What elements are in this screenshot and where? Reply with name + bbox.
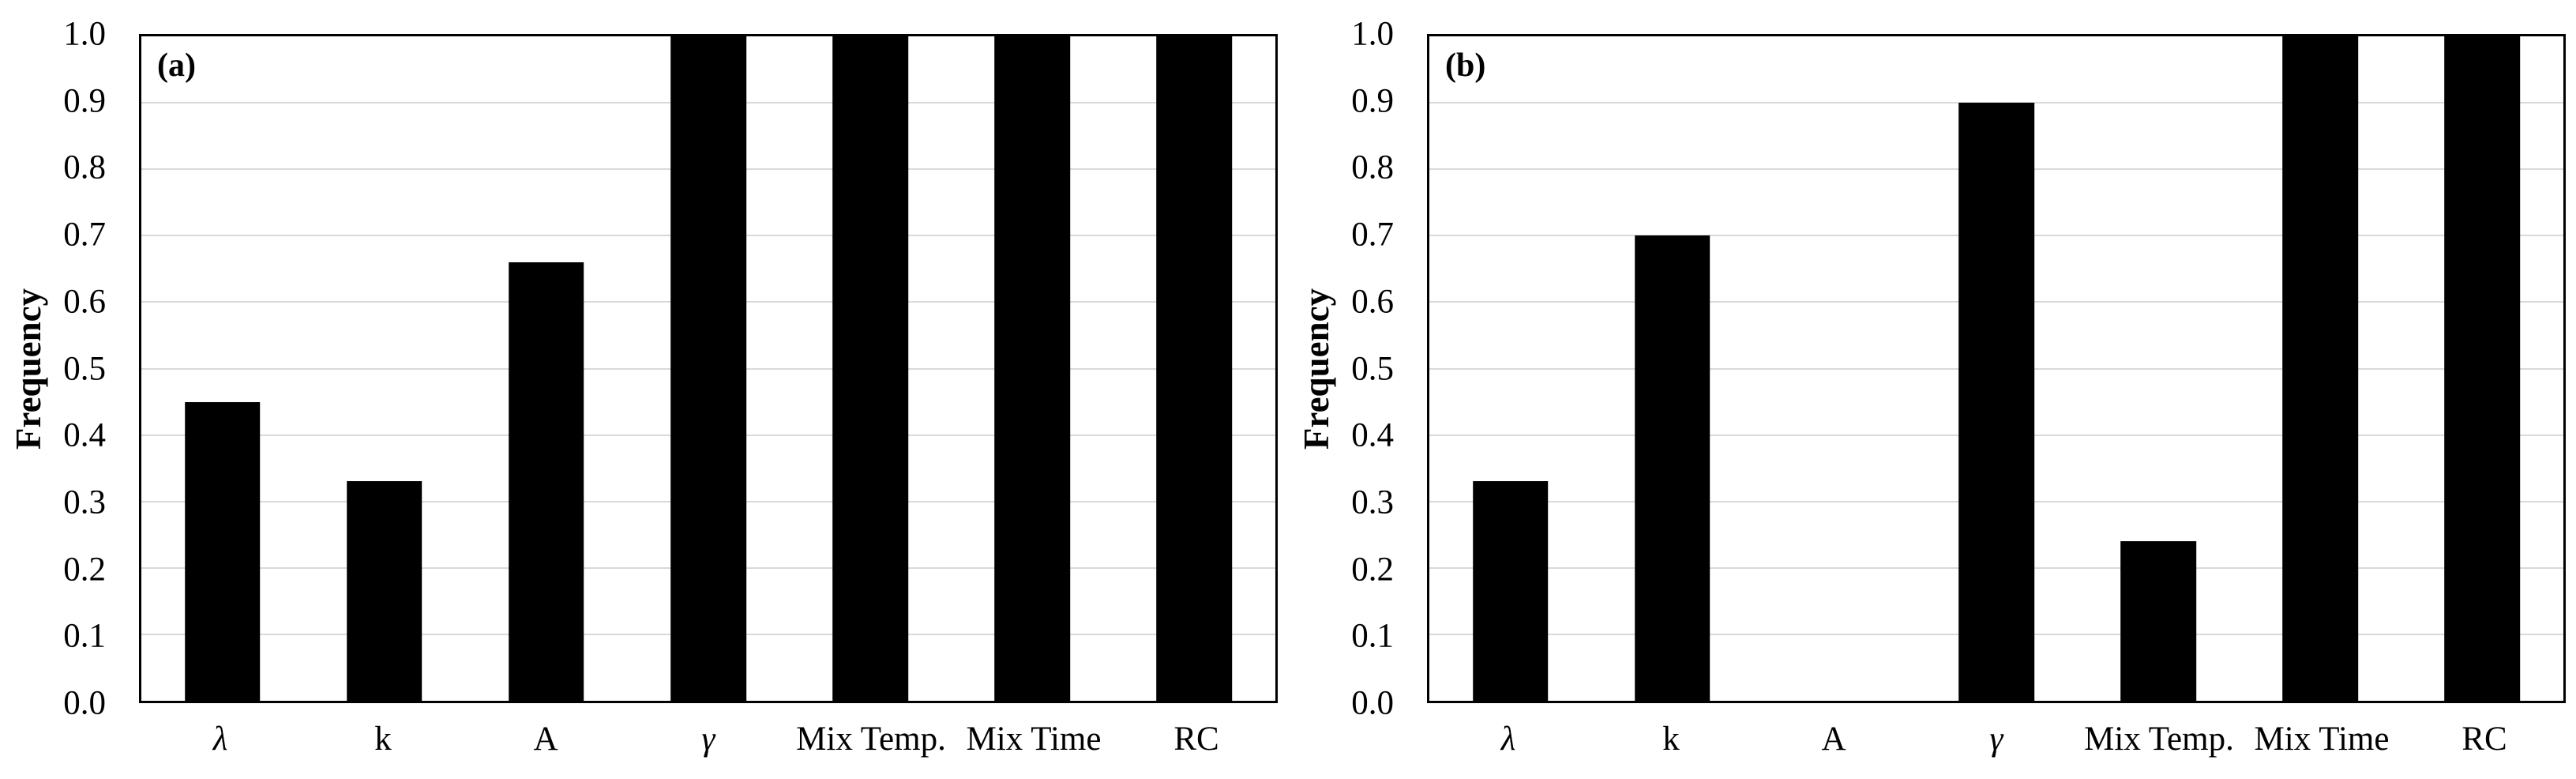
bar-Mix Time (994, 36, 1071, 701)
gridline (1429, 102, 2563, 104)
y-tick-label: 0.3 (1351, 484, 1394, 521)
y-tick-label: 0.6 (1351, 283, 1394, 321)
y-axis-tick-labels: 1.0 0.9 0.8 0.7 0.6 0.5 0.4 0.3 0.2 0.1 0.0 (1288, 17, 1394, 721)
chart-panel-b: Frequency 1.0 0.9 0.8 0.7 0.6 0.5 0.4 0.3 0.2 0.1… (1288, 0, 2576, 779)
bar-A (509, 262, 584, 701)
x-category-label: Mix Temp. (2084, 721, 2234, 758)
bar-RC (1156, 36, 1233, 701)
x-category-label: A (1821, 721, 1846, 758)
y-tick-label: 0.4 (1351, 416, 1394, 454)
bars-layer (1429, 36, 2563, 701)
y-tick-label: 0.0 (1351, 684, 1394, 722)
x-category-label: λ (212, 721, 228, 758)
bar-k (346, 481, 422, 701)
bar-slot (303, 36, 465, 701)
y-tick-label: 0.9 (1351, 82, 1394, 120)
bar-slot (2401, 36, 2563, 701)
bar-γ (670, 36, 746, 701)
y-tick-label: 0.7 (63, 216, 106, 254)
panel-label: (a) (157, 47, 196, 84)
x-category-label: λ (1500, 721, 1516, 758)
y-tick-label: 0.1 (1351, 617, 1394, 655)
x-category-label: Mix Temp. (796, 721, 946, 758)
chart-panel-a: Frequency 1.0 0.9 0.8 0.7 0.6 0.5 0.4 0.3 0.2 0.1… (0, 17, 1278, 758)
bar-slot (141, 36, 303, 701)
bar-slot (1429, 36, 1591, 701)
bar-Mix Temp. (2120, 541, 2196, 701)
bar-λ (1472, 481, 1549, 701)
bar-slot (790, 36, 952, 701)
x-category-label: γ (1989, 721, 2003, 758)
bar-slot (2078, 36, 2240, 701)
y-tick-label: 0.8 (63, 149, 106, 186)
bar-λ (184, 401, 261, 701)
panel-label: (b) (1445, 47, 1486, 84)
x-category-label: k (1662, 721, 1680, 758)
bar-Mix Time (2282, 36, 2359, 701)
y-tick-label: 0.2 (63, 551, 106, 589)
y-tick-label: 1.0 (1351, 15, 1394, 53)
x-category-label: k (374, 721, 392, 758)
y-tick-label: 0.5 (63, 350, 106, 387)
y-tick-label: 0.8 (1351, 149, 1394, 186)
bar-Mix Temp. (832, 36, 908, 701)
bar-slot (1113, 36, 1275, 701)
bar-slot (465, 36, 627, 701)
y-tick-label: 0.7 (1351, 216, 1394, 254)
y-tick-label: 0.1 (63, 617, 106, 655)
bar-slot (1591, 36, 1753, 701)
bar-slot (952, 36, 1113, 701)
bars-layer (141, 36, 1275, 701)
bar-slot (1753, 36, 1915, 701)
x-category-label: RC (1173, 721, 1219, 758)
bar-γ (1958, 103, 2034, 701)
y-tick-label: 0.5 (1351, 350, 1394, 387)
x-category-label: RC (2461, 721, 2507, 758)
bar-k (1634, 235, 1710, 701)
y-tick-label: 0.6 (63, 283, 106, 321)
bar-slot (2240, 36, 2401, 701)
y-tick-label: 1.0 (63, 15, 106, 53)
y-tick-label: 0.4 (63, 416, 106, 454)
bar-slot (1915, 36, 2077, 701)
x-category-label: A (533, 721, 558, 758)
x-category-label: γ (701, 721, 715, 758)
x-category-label: Mix Time (966, 721, 1102, 758)
y-tick-label: 0.2 (1351, 551, 1394, 589)
y-axis-tick-labels: 1.0 0.9 0.8 0.7 0.6 0.5 0.4 0.3 0.2 0.1 0.0 (0, 17, 106, 721)
plot-area: (a) (139, 34, 1278, 703)
bar-slot (627, 36, 789, 701)
y-tick-label: 0.9 (63, 82, 106, 120)
y-tick-label: 0.0 (63, 684, 106, 722)
y-tick-label: 0.3 (63, 484, 106, 521)
plot-area: (b) (1427, 34, 2566, 703)
bar-RC (2444, 36, 2521, 701)
x-category-label: Mix Time (2254, 721, 2390, 758)
